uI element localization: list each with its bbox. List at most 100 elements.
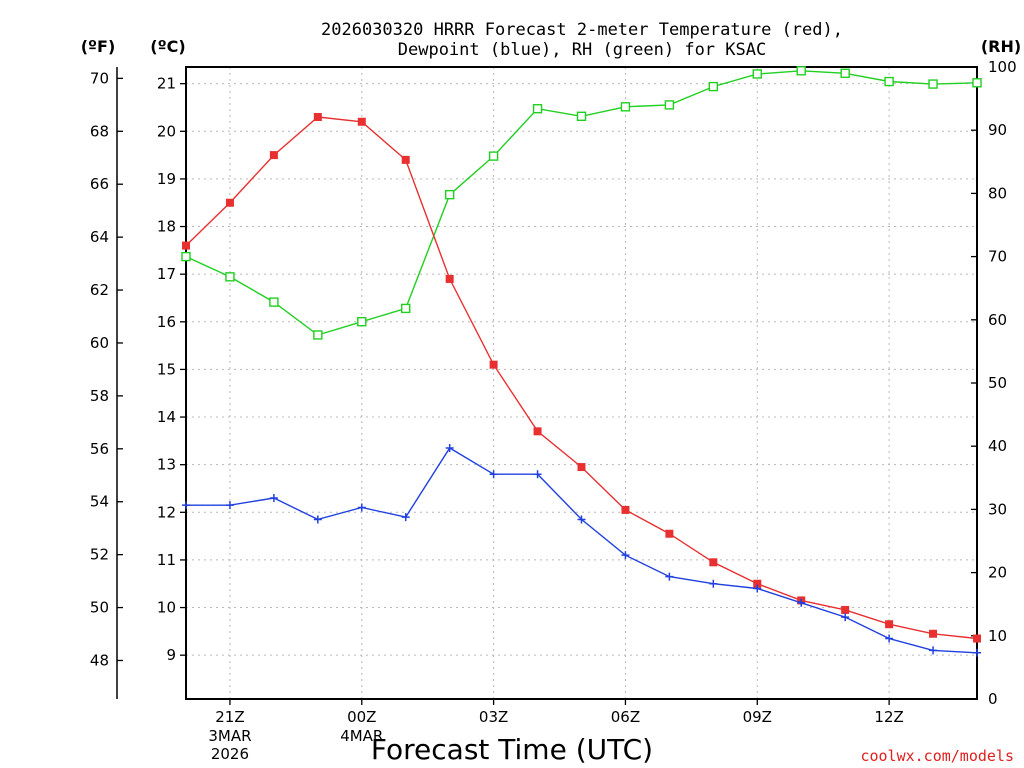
rh-tick-label: 20: [988, 564, 1007, 582]
temperature-point: [489, 360, 498, 369]
celsius-axis-unit: (ºC): [150, 37, 185, 56]
dewpoint-point: [797, 598, 806, 607]
rh-point: [752, 69, 762, 79]
dewpoint-point: [841, 613, 850, 622]
temperature-point: [269, 151, 278, 160]
temperature-point: [401, 155, 410, 164]
rh-point: [532, 104, 543, 114]
rh-tick-label: 70: [988, 248, 1007, 266]
rh-point: [840, 68, 850, 79]
rh-point: [401, 303, 411, 314]
rh-point: [225, 272, 235, 282]
dewpoint-point: [445, 444, 454, 453]
rh-tick-label: 80: [988, 184, 1007, 202]
fahrenheit-tick-label: 48: [90, 651, 109, 669]
temperature-point: [929, 629, 938, 638]
fahrenheit-axis-unit: (ºF): [81, 37, 116, 56]
rh-point: [884, 76, 894, 87]
fahrenheit-tick-label: 64: [90, 228, 109, 246]
dewpoint-series-line: [186, 447, 978, 654]
dewpoint-point: [225, 501, 234, 510]
fahrenheit-tick-label: 52: [90, 546, 109, 564]
dewpoint-point: [753, 584, 762, 593]
rh-point: [620, 102, 631, 112]
time-tick-sublabel: 3MAR: [208, 727, 251, 745]
temperature-point: [709, 558, 718, 567]
celsius-tick-label: 13: [157, 456, 176, 474]
celsius-tick-label: 17: [157, 265, 176, 283]
celsius-tick-label: 19: [157, 170, 176, 188]
celsius-tick-label: 15: [157, 360, 176, 378]
temperature-point: [533, 427, 542, 436]
rh-tick-label: 30: [988, 500, 1007, 518]
rh-point: [664, 100, 675, 110]
celsius-tick-label: 12: [157, 503, 176, 521]
time-tick-label: 06Z: [611, 708, 640, 726]
credit-text: coolwx.com/models: [860, 747, 1014, 765]
rh-tick-label: 10: [988, 627, 1007, 645]
time-tick-label: 12Z: [874, 708, 903, 726]
dewpoint-point: [709, 579, 718, 588]
dewpoint-point: [885, 634, 894, 643]
plot-frame: [185, 66, 978, 700]
dewpoint-point: [182, 501, 190, 510]
axes: 910111213141516171819202121Z3MAR202600Z4…: [90, 58, 1017, 763]
celsius-tick-label: 10: [157, 599, 176, 617]
chart-title-line-1: 2026030320 HRRR Forecast 2-meter Tempera…: [321, 20, 843, 40]
dewpoint-point: [357, 503, 366, 512]
fahrenheit-tick-label: 56: [90, 440, 109, 458]
gridlines: [186, 67, 977, 699]
temperature-point: [841, 605, 850, 614]
dewpoint-point: [533, 470, 542, 479]
fahrenheit-tick-label: 50: [90, 599, 109, 617]
rh-tick-label: 0: [988, 690, 998, 708]
temperature-point: [313, 113, 322, 122]
time-tick-sublabel: 2026: [211, 745, 249, 763]
celsius-tick-label: 16: [157, 313, 176, 331]
temperature-point: [577, 463, 586, 472]
dewpoint-point: [269, 494, 278, 503]
fahrenheit-tick-label: 60: [90, 334, 109, 352]
chart-title-line-2: Dewpoint (blue), RH (green) for KSAC: [398, 40, 766, 60]
rh-tick-label: 40: [988, 437, 1007, 455]
time-tick-label: 21Z: [215, 708, 244, 726]
temperature-point: [665, 529, 674, 538]
celsius-tick-label: 20: [157, 122, 176, 140]
rh-point: [313, 330, 323, 340]
temperature-point: [225, 198, 234, 207]
dewpoint-point: [401, 513, 410, 522]
rh-point: [444, 189, 455, 200]
rh-point: [576, 111, 587, 121]
dewpoint-point: [621, 551, 630, 560]
dewpoint-point: [929, 646, 938, 655]
dewpoint-point: [577, 515, 586, 524]
dewpoint-point: [313, 515, 322, 524]
rh-point: [357, 316, 367, 327]
data-series: [181, 66, 982, 657]
dewpoint-point: [973, 648, 981, 657]
rh-series-line: [185, 70, 978, 336]
rh-point: [269, 297, 279, 307]
celsius-tick-label: 14: [157, 408, 176, 426]
fahrenheit-tick-label: 68: [90, 122, 109, 140]
rh-tick-label: 50: [988, 374, 1007, 392]
rh-point: [928, 79, 938, 89]
temperature-point: [182, 241, 190, 250]
time-tick-label: 00Z: [347, 708, 376, 726]
rh-point: [708, 81, 719, 92]
dewpoint-point: [489, 470, 498, 479]
celsius-tick-label: 9: [166, 646, 176, 664]
fahrenheit-tick-label: 66: [90, 175, 109, 193]
time-tick-sublabel: 4MAR: [340, 727, 383, 745]
x-axis-label: Forecast Time (UTC): [371, 733, 653, 766]
temperature-point: [357, 117, 366, 126]
rh-tick-label: 60: [988, 311, 1007, 329]
dewpoint-point: [665, 572, 674, 581]
rh-point: [488, 151, 499, 161]
temperature-point: [621, 505, 630, 514]
rh-point: [181, 251, 191, 262]
fahrenheit-tick-label: 70: [90, 69, 109, 87]
celsius-tick-label: 21: [157, 75, 176, 93]
fahrenheit-tick-label: 54: [90, 493, 109, 511]
